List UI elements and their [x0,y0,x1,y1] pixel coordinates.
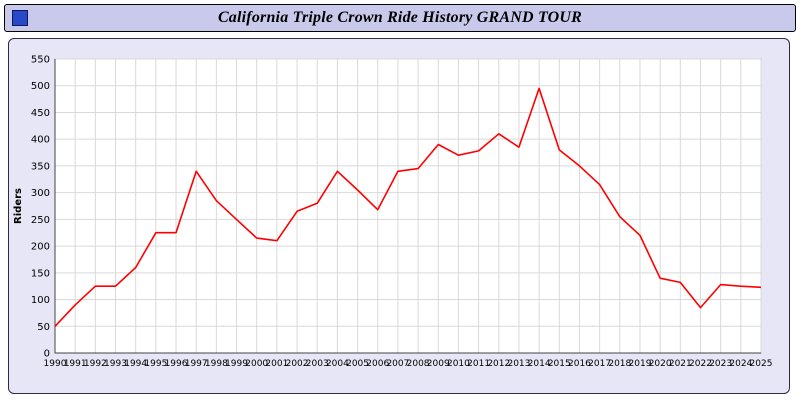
riders-line-chart: 0501001502002503003504004505005501990199… [13,55,773,370]
axes [54,59,761,354]
svg-text:1997: 1997 [185,359,208,369]
svg-text:350: 350 [31,161,50,172]
svg-text:2000: 2000 [245,359,268,369]
svg-text:500: 500 [31,81,50,92]
svg-text:250: 250 [31,215,50,226]
y-axis-labels: 0 50 100 150 200 250 300 350 400 450 500 550 [31,55,50,360]
svg-text:2021: 2021 [669,359,692,369]
svg-text:2006: 2006 [366,359,389,369]
svg-text:2011: 2011 [467,359,490,369]
svg-text:2013: 2013 [507,359,530,369]
blue-square-icon[interactable] [12,10,28,26]
svg-text:1992: 1992 [84,359,107,369]
chart-panel: 0 50 100 150 200 250 300 350 400 450 500 550 1990 199… [8,38,790,394]
svg-text:2007: 2007 [386,359,409,369]
svg-text:1996: 1996 [165,359,188,369]
riders-series-line [54,87,762,327]
svg-text:2020: 2020 [649,359,672,369]
svg-text:1990: 1990 [44,359,67,369]
svg-text:2003: 2003 [306,359,329,369]
svg-text:2024: 2024 [729,359,752,369]
svg-text:2004: 2004 [326,359,349,369]
svg-text:2001: 2001 [265,359,288,369]
svg-text:1993: 1993 [104,359,127,369]
svg-text:2002: 2002 [286,359,309,369]
svg-text:2017: 2017 [588,359,611,369]
svg-text:550: 550 [31,55,50,66]
svg-text:2008: 2008 [407,359,430,369]
svg-text:450: 450 [31,108,50,119]
svg-text:1999: 1999 [225,359,248,369]
svg-text:2005: 2005 [346,359,369,369]
svg-text:1998: 1998 [205,359,228,369]
svg-text:2014: 2014 [528,359,551,369]
svg-text:50: 50 [37,322,50,333]
svg-text:2015: 2015 [548,359,571,369]
svg-text:2012: 2012 [487,359,510,369]
svg-text:2009: 2009 [427,359,450,369]
svg-text:2016: 2016 [568,359,591,369]
svg-text:400: 400 [31,135,50,146]
svg-text:0: 0 [44,349,50,360]
svg-text:2023: 2023 [709,359,732,369]
svg-text:200: 200 [31,242,50,253]
svg-text:300: 300 [31,188,50,199]
svg-text:150: 150 [31,268,50,279]
svg-text:2018: 2018 [608,359,631,369]
window-titlebar: California Triple Crown Ride History GRA… [4,4,796,32]
svg-text:1991: 1991 [64,359,87,369]
svg-text:2010: 2010 [447,359,470,369]
svg-text:100: 100 [31,295,50,306]
svg-text:1995: 1995 [144,359,167,369]
y-axis-title: Riders [13,188,24,224]
x-axis-labels: 1990199119921993199419951996199719981999… [44,359,773,369]
svg-text:2019: 2019 [629,359,652,369]
svg-text:2025: 2025 [750,359,773,369]
svg-text:1994: 1994 [124,359,147,369]
plot-area [54,58,762,354]
svg-text:2022: 2022 [689,359,712,369]
window-title: California Triple Crown Ride History GRA… [217,9,583,26]
